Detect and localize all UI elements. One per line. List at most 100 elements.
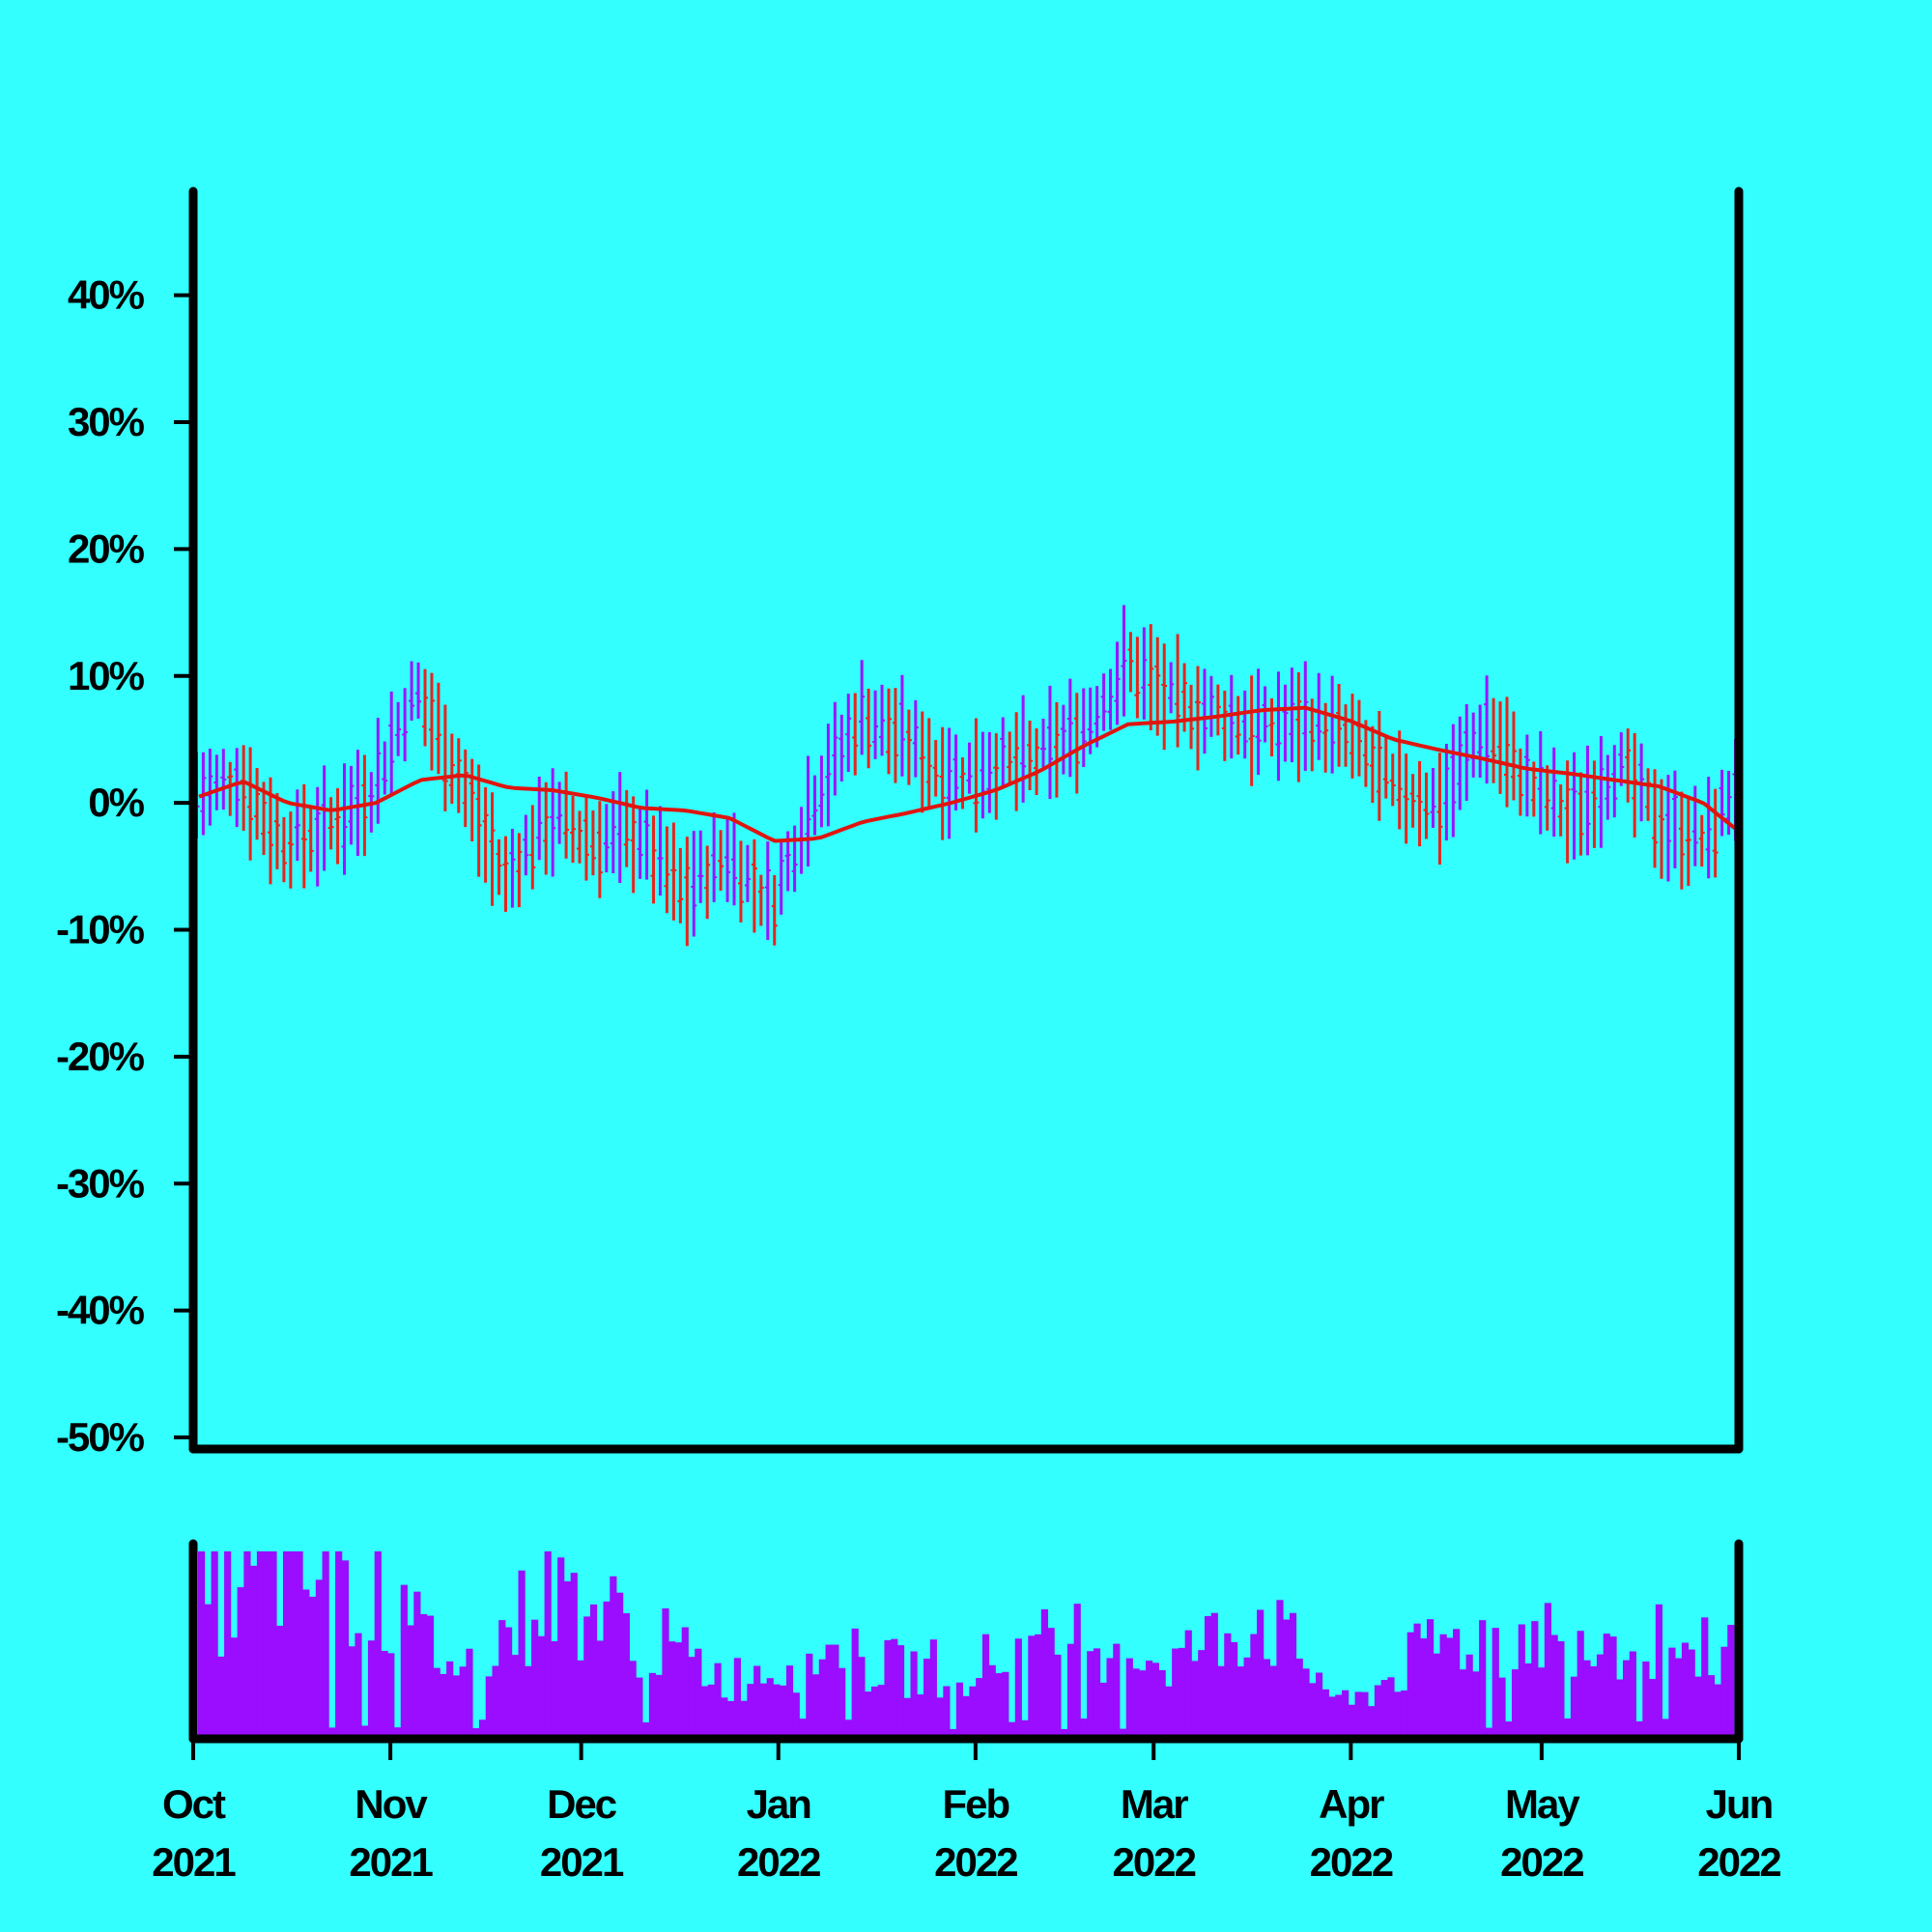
volume-bar [1348,1704,1355,1735]
volume-bar [452,1675,461,1735]
volume-bar [1132,1668,1140,1735]
price-bar [1275,671,1282,781]
volume-bar [747,1684,754,1735]
price-bar [1094,686,1100,748]
price-bar [1221,690,1228,761]
volume-bar [1479,1620,1487,1735]
price-bar [1289,668,1295,763]
price-bar [1557,784,1564,837]
price-bar [1712,788,1719,878]
volume-bar [525,1665,532,1735]
volume-bar [1080,1719,1088,1735]
volume-bar [1524,1662,1532,1735]
volume-bar [976,1678,983,1735]
volume-bar [1184,1630,1192,1735]
volume-bar [838,1667,846,1735]
volume-bar [1596,1654,1605,1735]
price-bar [751,838,757,933]
volume-bar [818,1659,826,1735]
volume-bar [700,1686,709,1735]
volume-bar [799,1719,807,1735]
volume-bar [962,1695,970,1735]
volume-bar [1590,1665,1598,1735]
price-bar [596,801,603,898]
y-tick-label: 0% [88,780,144,825]
price-bar [852,693,859,776]
volume-bar [773,1684,781,1735]
volume-bar [1413,1623,1421,1735]
price-bar [643,789,650,880]
volume-bar [1283,1619,1291,1735]
volume-bar [478,1719,487,1735]
price-bar [1046,685,1053,800]
volume-bar [1446,1637,1454,1735]
volume-bar [1583,1660,1591,1735]
volume-bar [1093,1648,1101,1735]
y-axis-ticks: 40% 30% 20% 10% 0% -10% -20% -30% -40% -50% [56,272,191,1460]
volume-bar [518,1570,526,1735]
price-bar [1504,696,1510,808]
volume-bar [577,1660,584,1735]
volume-bar [616,1592,624,1735]
price-bar [1450,724,1457,838]
moving-average-line [198,705,1737,843]
volume-bar [1269,1665,1277,1735]
price-bar [691,831,697,937]
volume-bar [276,1625,284,1735]
volume-bar [263,1551,270,1735]
price-bar [603,804,610,873]
volume-bar [1224,1633,1232,1735]
volume-bar [1361,1691,1369,1735]
price-bar [1066,678,1073,778]
y-tick-label: 20% [68,526,145,571]
volume-bar [420,1613,428,1735]
volume-bar [707,1684,715,1735]
price-bar [227,761,234,816]
price-bar [1201,668,1208,754]
volume-bar [511,1655,519,1735]
volume-bar [1165,1686,1173,1735]
x-tick-month: Dec [547,1781,617,1827]
price-bar [529,805,536,890]
volume-bar [622,1612,630,1735]
volume-bar [1047,1628,1055,1735]
x-tick-month: Apr [1319,1781,1384,1827]
volume-bar [1231,1641,1238,1735]
price-bar [1678,791,1685,890]
y-tick-label: -40% [56,1288,145,1333]
price-bar [550,768,556,877]
price-bar [509,828,516,908]
volume-bar [1021,1719,1029,1735]
price-bars [193,605,1739,947]
volume-bar [832,1644,839,1735]
price-bar [1659,779,1664,879]
volume-bar [877,1685,885,1735]
volume-bar [903,1697,911,1735]
volume-bar [485,1676,493,1735]
volume-bar [674,1642,683,1735]
x-tick-year: 2022 [737,1839,820,1885]
volume-bar [1243,1657,1251,1735]
volume-bar [721,1697,728,1735]
volume-bar [1342,1690,1350,1735]
volume-bar [426,1615,434,1735]
price-bar [1255,668,1262,776]
price-bar [1060,704,1066,775]
price-bar [563,771,570,859]
volume-bar [884,1639,892,1735]
price-bar [1262,686,1268,743]
volume-bar [851,1628,859,1735]
price-bar [1376,711,1382,821]
price-bar [273,792,280,869]
price-bar [704,845,711,920]
price-bar [1007,731,1013,783]
volume-bar [1420,1638,1428,1735]
volume-bar [348,1646,355,1735]
price-bar [1584,745,1591,856]
price-bar [1295,671,1302,782]
volume-bar [1210,1612,1218,1735]
volume-bar [1028,1635,1036,1735]
volume-bar [1263,1659,1271,1735]
price-bar [428,672,435,771]
volume-bar [1622,1660,1631,1735]
